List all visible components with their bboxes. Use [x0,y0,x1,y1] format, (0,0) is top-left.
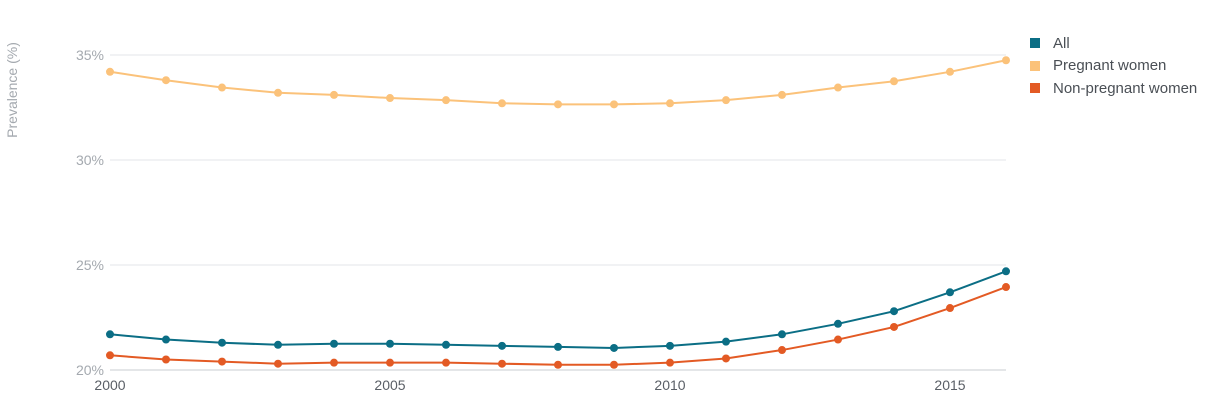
data-point[interactable] [778,330,786,339]
data-point[interactable] [386,94,394,103]
legend-swatch [1030,38,1040,49]
data-point[interactable] [274,88,282,97]
x-tick-label: 2010 [654,377,685,393]
data-point[interactable] [778,90,786,99]
data-point[interactable] [554,342,562,351]
data-point[interactable] [834,319,842,328]
series-line [109,270,1007,349]
x-tick-label: 2005 [374,377,405,393]
data-point[interactable] [442,96,450,105]
x-tick-label: 2000 [94,377,125,393]
data-point[interactable] [330,339,338,348]
legend-label: Pregnant women [1053,57,1167,75]
data-point[interactable] [162,355,170,364]
x-tick-label: 2015 [934,377,965,393]
data-point[interactable] [778,346,786,355]
data-point[interactable] [218,83,226,92]
y-tick-label: 25% [76,257,104,273]
legend: All Pregnant women Non-pregnant women [1030,32,1197,100]
data-point[interactable] [834,83,842,92]
series-0 [106,267,1010,352]
y-axis-title: Prevalence (%) [4,42,20,138]
y-tick-label: 20% [76,362,104,378]
data-point[interactable] [666,358,674,367]
y-tick-label: 35% [76,47,104,63]
data-point[interactable] [610,100,618,109]
series-line [109,59,1007,106]
legend-item[interactable]: Non-pregnant women [1030,77,1197,100]
axis-layer: 20% 25% 30% 35% 2000 2005 2010 2015 [76,47,1006,393]
data-point[interactable] [554,100,562,109]
data-point[interactable] [722,337,730,346]
data-point[interactable] [498,359,506,368]
data-point[interactable] [834,335,842,344]
series-1 [106,56,1010,109]
data-point[interactable] [498,99,506,108]
data-point[interactable] [890,307,898,316]
grid-layer [110,54,1006,266]
data-point[interactable] [162,335,170,344]
legend-label: Non-pregnant women [1053,79,1198,97]
data-point[interactable] [386,358,394,367]
y-tick-label: 30% [76,152,104,168]
legend-item[interactable]: All [1030,32,1197,55]
data-point[interactable] [386,339,394,348]
data-point[interactable] [666,341,674,350]
data-point[interactable] [722,96,730,105]
series-layer [106,56,1010,369]
data-point[interactable] [722,354,730,363]
data-point[interactable] [330,358,338,367]
series-2 [106,283,1010,369]
data-point[interactable] [1002,267,1010,276]
legend-label: All [1053,34,1070,52]
data-point[interactable] [554,360,562,369]
data-point[interactable] [218,338,226,347]
data-point[interactable] [218,357,226,366]
data-point[interactable] [610,343,618,352]
data-point[interactable] [106,330,114,339]
data-point[interactable] [1002,283,1010,292]
legend-swatch [1030,83,1040,94]
data-point[interactable] [890,322,898,331]
data-point[interactable] [442,358,450,367]
data-point[interactable] [442,340,450,349]
data-point[interactable] [1002,56,1010,65]
data-point[interactable] [330,90,338,99]
series-line [109,286,1007,366]
data-point[interactable] [498,341,506,350]
data-point[interactable] [106,67,114,76]
data-point[interactable] [274,340,282,349]
legend-item[interactable]: Pregnant women [1030,55,1197,78]
data-point[interactable] [946,288,954,297]
data-point[interactable] [610,360,618,369]
data-point[interactable] [890,77,898,86]
data-point[interactable] [274,359,282,368]
data-point[interactable] [946,67,954,76]
legend-swatch [1030,60,1040,71]
data-point[interactable] [946,304,954,313]
data-point[interactable] [106,351,114,360]
data-point[interactable] [666,99,674,108]
data-point[interactable] [162,76,170,85]
